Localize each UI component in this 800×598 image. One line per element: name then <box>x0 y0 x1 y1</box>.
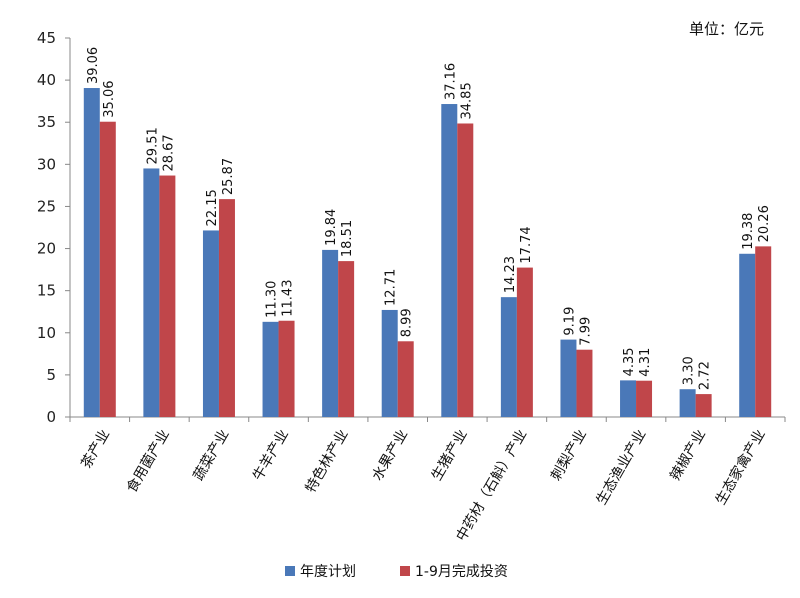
y-tick-label: 0 <box>46 408 56 426</box>
legend-swatch-plan <box>285 566 295 576</box>
bar-plan <box>679 389 696 417</box>
legend-label-actual: 1-9月完成投资 <box>415 564 508 580</box>
x-category-label: 辣椒产业 <box>667 427 709 483</box>
x-category-label: 水果产业 <box>369 427 411 483</box>
data-label-actual: 2.72 <box>698 361 713 390</box>
data-label-plan: 9.19 <box>562 307 577 336</box>
data-label-plan: 11.30 <box>265 281 280 318</box>
y-tick-label: 15 <box>37 282 56 300</box>
data-label-plan: 14.23 <box>503 256 518 293</box>
y-tick-label: 45 <box>37 29 56 47</box>
bar-actual <box>278 320 295 417</box>
data-label-actual: 25.87 <box>221 158 236 195</box>
data-label-plan: 29.51 <box>145 127 160 164</box>
data-label-plan: 37.16 <box>443 63 458 100</box>
bar-actual <box>99 121 116 417</box>
data-label-actual: 4.31 <box>638 348 653 377</box>
data-label-actual: 11.43 <box>281 280 296 317</box>
bar-actual <box>516 267 533 417</box>
x-category-label: 生态渔业产业 <box>594 427 650 508</box>
bar-plan <box>83 88 100 417</box>
data-label-actual: 7.99 <box>578 317 593 346</box>
y-tick-label: 40 <box>37 71 56 89</box>
data-label-plan: 22.15 <box>205 189 220 226</box>
data-label-actual: 18.51 <box>340 220 355 257</box>
x-category-label: 特色林产业 <box>302 427 352 496</box>
bar-actual <box>338 261 355 417</box>
y-tick-label: 10 <box>37 324 56 342</box>
y-tick-label: 25 <box>37 197 56 215</box>
bar-plan <box>441 104 458 418</box>
bar-actual <box>755 246 772 417</box>
bar-plan <box>262 321 279 417</box>
bar-actual <box>218 199 235 417</box>
bar-actual <box>159 175 176 417</box>
bar-plan <box>202 230 219 417</box>
y-tick-label: 5 <box>46 366 56 384</box>
x-category-label: 刺梨产业 <box>548 427 590 483</box>
legend-swatch-actual <box>400 566 410 576</box>
bar-plan <box>620 380 637 417</box>
data-label-actual: 8.99 <box>400 308 415 337</box>
x-category-label: 生态家禽产业 <box>712 427 769 508</box>
x-category-label: 生猪产业 <box>429 427 471 483</box>
bar-plan <box>500 297 517 417</box>
legend-label-plan: 年度计划 <box>300 564 356 580</box>
data-label-plan: 39.06 <box>86 47 101 84</box>
data-label-plan: 19.38 <box>741 213 756 250</box>
bar-plan <box>739 253 756 417</box>
bar-plan <box>560 339 577 417</box>
bar-plan <box>381 309 398 417</box>
unit-label: 单位：亿元 <box>688 20 764 38</box>
data-label-actual: 34.85 <box>459 82 474 119</box>
data-label-actual: 35.06 <box>102 80 117 117</box>
data-label-actual: 28.67 <box>161 134 176 171</box>
x-category-label: 茶产业 <box>78 427 113 471</box>
bar-plan <box>143 168 160 417</box>
data-label-plan: 3.30 <box>682 356 697 385</box>
data-label-actual: 20.26 <box>757 205 772 242</box>
bar-actual <box>636 380 653 417</box>
data-label-plan: 12.71 <box>384 269 399 306</box>
x-category-label: 牛羊产业 <box>250 427 292 483</box>
y-tick-label: 20 <box>37 240 56 258</box>
y-tick-label: 35 <box>37 113 56 131</box>
data-label-plan: 19.84 <box>324 209 339 246</box>
bar-actual <box>397 341 414 417</box>
bar-actual <box>576 349 593 417</box>
y-tick-label: 30 <box>37 155 56 173</box>
data-label-plan: 4.35 <box>622 347 637 376</box>
data-label-actual: 17.74 <box>519 226 534 263</box>
x-category-label: 食用菌产业 <box>123 427 173 496</box>
x-category-label: 蔬菜产业 <box>191 427 233 483</box>
bar-actual <box>457 123 474 417</box>
bar-actual <box>695 394 712 417</box>
bar-plan <box>322 249 339 417</box>
